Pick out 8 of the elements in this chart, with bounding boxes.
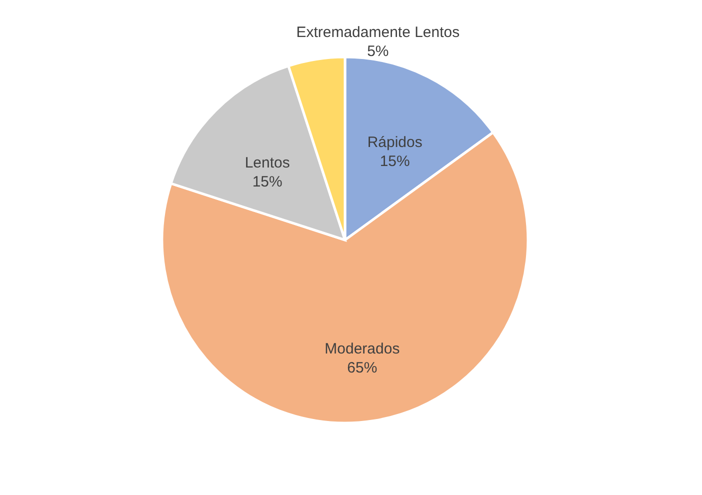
data-label: 65% — [347, 359, 378, 376]
data-label: 15% — [380, 153, 410, 170]
data-label: 15% — [252, 173, 282, 190]
slice-label: Moderados — [324, 340, 400, 358]
slice-label: Lentos — [244, 154, 290, 172]
slice-label: Extremadamente Lentos — [296, 24, 460, 42]
slice-label: Rápidos — [367, 134, 422, 152]
data-label: 5% — [367, 43, 389, 60]
